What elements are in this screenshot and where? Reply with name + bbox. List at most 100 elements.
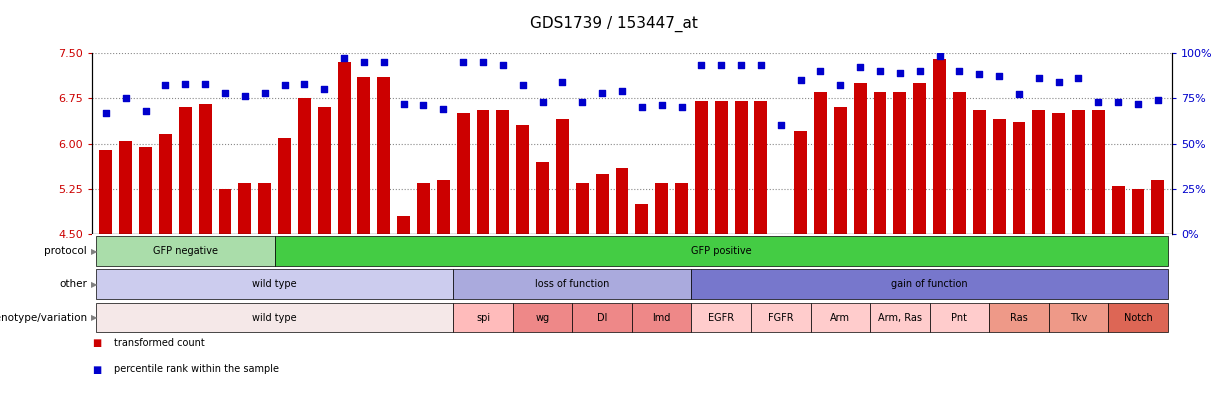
- Bar: [1151, 180, 1164, 234]
- Point: [831, 82, 850, 89]
- Bar: [476, 110, 490, 234]
- Point: [195, 80, 215, 87]
- Text: Dl: Dl: [598, 313, 607, 322]
- Text: gain of function: gain of function: [891, 279, 968, 289]
- Bar: [357, 77, 371, 234]
- Bar: [893, 92, 907, 234]
- Bar: [636, 204, 648, 234]
- Text: ■: ■: [92, 364, 102, 375]
- Bar: [513, 303, 572, 333]
- Point: [175, 80, 195, 87]
- Bar: [692, 303, 751, 333]
- Bar: [1049, 303, 1108, 333]
- Text: wg: wg: [535, 313, 550, 322]
- Point: [513, 82, 533, 89]
- Bar: [536, 162, 548, 234]
- Bar: [298, 98, 310, 234]
- Bar: [417, 183, 429, 234]
- Point: [552, 79, 572, 85]
- Bar: [874, 92, 886, 234]
- Text: ▶: ▶: [91, 247, 98, 256]
- Point: [1029, 75, 1049, 81]
- Text: GFP positive: GFP positive: [691, 246, 751, 256]
- Point: [136, 108, 156, 114]
- Bar: [456, 113, 470, 234]
- Text: Arm, Ras: Arm, Ras: [877, 313, 921, 322]
- Bar: [238, 183, 252, 234]
- Bar: [814, 92, 827, 234]
- Bar: [279, 138, 291, 234]
- Bar: [1108, 303, 1168, 333]
- Bar: [953, 92, 966, 234]
- Point: [355, 58, 374, 65]
- Bar: [694, 101, 708, 234]
- Bar: [556, 119, 569, 234]
- Bar: [616, 168, 628, 234]
- Point: [215, 90, 234, 96]
- Point: [394, 100, 413, 107]
- Point: [96, 109, 115, 116]
- Bar: [275, 236, 1168, 266]
- Bar: [1092, 110, 1104, 234]
- Text: ▶: ▶: [91, 280, 98, 289]
- Bar: [933, 59, 946, 234]
- Point: [950, 68, 969, 74]
- Point: [1088, 98, 1108, 105]
- Bar: [318, 107, 331, 234]
- Point: [115, 95, 135, 101]
- Bar: [1112, 186, 1125, 234]
- Bar: [119, 141, 133, 234]
- Point: [790, 77, 810, 83]
- Point: [413, 102, 433, 109]
- Text: loss of function: loss of function: [535, 279, 610, 289]
- Bar: [632, 303, 692, 333]
- Text: wild type: wild type: [253, 279, 297, 289]
- Point: [275, 82, 294, 89]
- Text: Pnt: Pnt: [951, 313, 967, 322]
- Text: other: other: [59, 279, 87, 289]
- Bar: [870, 303, 930, 333]
- Point: [632, 104, 652, 111]
- Point: [433, 106, 453, 112]
- Bar: [1053, 113, 1065, 234]
- Bar: [811, 303, 870, 333]
- Bar: [337, 62, 351, 234]
- Bar: [993, 119, 1006, 234]
- Point: [474, 58, 493, 65]
- Bar: [989, 303, 1049, 333]
- Point: [1128, 100, 1147, 107]
- Point: [453, 58, 472, 65]
- Bar: [398, 216, 410, 234]
- Text: transformed count: transformed count: [114, 338, 205, 348]
- Point: [712, 62, 731, 68]
- Bar: [854, 83, 866, 234]
- Bar: [437, 180, 450, 234]
- Point: [1049, 79, 1069, 85]
- Bar: [517, 126, 529, 234]
- Bar: [258, 183, 271, 234]
- Point: [1148, 97, 1168, 103]
- Bar: [99, 149, 113, 234]
- Text: protocol: protocol: [44, 246, 87, 256]
- Point: [156, 82, 175, 89]
- Point: [671, 104, 691, 111]
- Point: [255, 90, 275, 96]
- Point: [930, 53, 950, 60]
- Point: [771, 122, 790, 129]
- Bar: [179, 107, 191, 234]
- Text: ▶: ▶: [91, 313, 98, 322]
- Text: wild type: wild type: [253, 313, 297, 322]
- Bar: [755, 101, 767, 234]
- Point: [870, 68, 890, 74]
- Bar: [199, 104, 211, 234]
- Bar: [218, 189, 232, 234]
- Point: [989, 73, 1009, 79]
- Text: GFP negative: GFP negative: [153, 246, 218, 256]
- Bar: [655, 183, 669, 234]
- Bar: [96, 236, 275, 266]
- Text: genotype/variation: genotype/variation: [0, 313, 87, 322]
- Text: Notch: Notch: [1124, 313, 1152, 322]
- Bar: [453, 269, 692, 299]
- Bar: [378, 77, 390, 234]
- Bar: [160, 134, 172, 234]
